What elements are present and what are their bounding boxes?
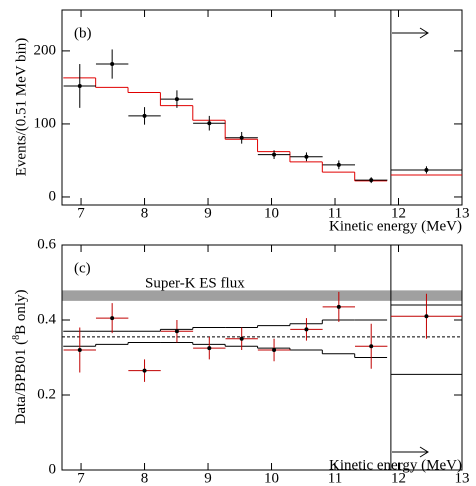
data-point (207, 346, 212, 351)
data-point (77, 348, 82, 352)
x-tick-label: 12 (391, 470, 406, 486)
y-axis-label: Events/(0.51 MeV bin) (13, 38, 29, 176)
y-axis-label-part: B only) (13, 289, 29, 334)
panel-label: (b) (74, 25, 92, 41)
data-point (336, 304, 341, 309)
data-point (142, 113, 147, 118)
x-tick-label: 13 (455, 470, 470, 486)
x-tick-label: 8 (141, 470, 149, 486)
y-tick-label: 0.4 (37, 311, 56, 327)
band (62, 290, 462, 301)
data-point (239, 336, 244, 341)
y-axis-label-part: 8 (11, 335, 22, 340)
x-tick-label: 7 (77, 470, 85, 486)
x-tick-label: 8 (141, 205, 149, 221)
data-point (304, 154, 309, 159)
y-tick-label: 100 (34, 115, 57, 131)
x-axis-label: Kinetic energy (MeV) (329, 457, 462, 473)
data-point (207, 121, 212, 126)
data-point (174, 97, 179, 102)
data-point (77, 83, 82, 88)
data-point (174, 329, 179, 334)
y-tick-label: 0.6 (37, 236, 56, 252)
x-tick-label: 11 (328, 470, 342, 486)
y-tick-label: 0 (49, 188, 57, 204)
y-tick-label: 200 (34, 42, 57, 58)
y-tick-label: 0 (49, 461, 57, 477)
data-point (304, 327, 309, 332)
data-point (369, 178, 374, 183)
x-tick-label: 9 (204, 205, 212, 221)
x-tick-label: 10 (264, 470, 279, 486)
x-tick-label: 11 (328, 205, 342, 221)
band-label: Super-K ES flux (145, 275, 245, 291)
panel-label: (c) (74, 260, 91, 276)
x-tick-label: 9 (204, 470, 212, 486)
y-axis-label: Data/BPB01 (8B only) (11, 289, 30, 424)
data-point (369, 344, 374, 349)
y-axis-label-part: Data/BPB01 ( (13, 340, 29, 425)
x-tick-label: 7 (77, 205, 85, 221)
data-point (272, 348, 277, 352)
x-tick-label: 12 (391, 205, 406, 221)
data-point (239, 135, 244, 140)
data-point (272, 152, 277, 157)
x-tick-label: 13 (455, 205, 470, 221)
axes-frame (61, 9, 463, 206)
data-point (336, 162, 341, 167)
data-point (110, 316, 115, 321)
x-axis-label: Kinetic energy (MeV) (329, 218, 462, 234)
arrow (392, 27, 429, 458)
data-point (424, 314, 429, 319)
data-point (142, 368, 147, 373)
data-point (110, 62, 115, 67)
y-tick-label: 0.2 (37, 386, 56, 402)
axes-frame (61, 244, 463, 471)
data-point (424, 167, 429, 172)
x-tick-label: 10 (264, 205, 279, 221)
